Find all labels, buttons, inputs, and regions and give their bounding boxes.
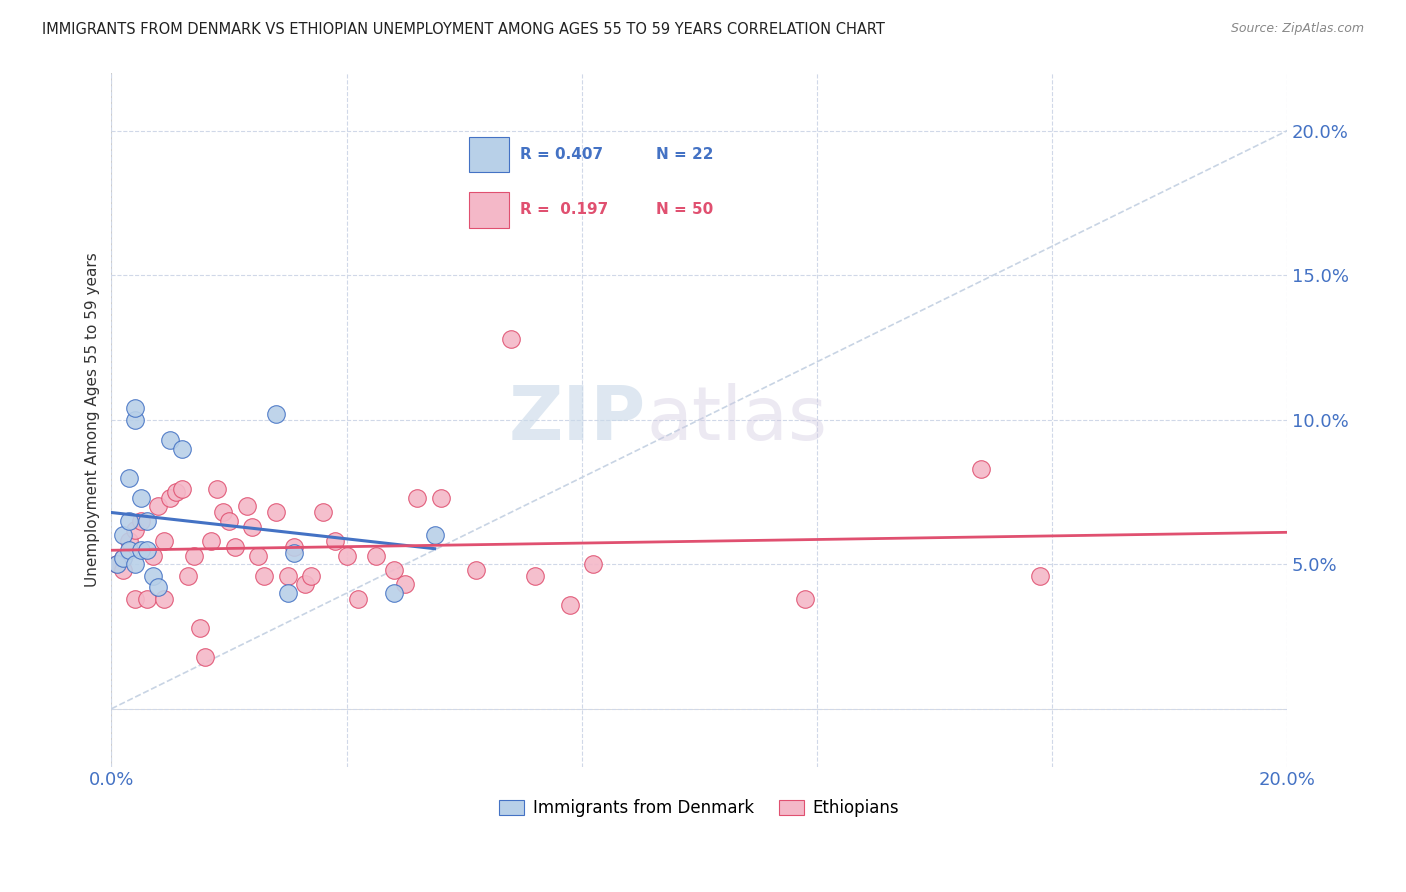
Point [1029, 569, 1052, 583]
Text: Source: ZipAtlas.com: Source: ZipAtlas.com [1230, 22, 1364, 36]
Point [112, 551, 135, 566]
Point [183, 549, 205, 563]
Point [129, 491, 152, 505]
Point [283, 546, 305, 560]
Point [188, 621, 211, 635]
Point [794, 591, 817, 606]
Point [112, 563, 135, 577]
Point [264, 505, 287, 519]
Point [406, 491, 429, 505]
Point [253, 569, 276, 583]
Point [242, 519, 264, 533]
Point [212, 505, 235, 519]
Point [148, 500, 170, 514]
Point [323, 534, 346, 549]
Point [582, 558, 605, 572]
Point [382, 563, 405, 577]
Point [135, 514, 157, 528]
Point [135, 591, 157, 606]
Point [159, 433, 181, 447]
Point [277, 586, 299, 600]
Point [364, 549, 387, 563]
Point [124, 558, 146, 572]
Point [501, 332, 523, 346]
Point [264, 407, 287, 421]
Point [105, 558, 128, 572]
Point [394, 577, 416, 591]
Point [277, 569, 299, 583]
Point [135, 542, 157, 557]
Point [165, 485, 187, 500]
Point [312, 505, 335, 519]
Point [382, 586, 405, 600]
Text: atlas: atlas [647, 384, 827, 457]
Point [159, 491, 181, 505]
Point [347, 591, 370, 606]
Point [118, 542, 141, 557]
Legend: Immigrants from Denmark, Ethiopians: Immigrants from Denmark, Ethiopians [494, 793, 905, 824]
Point [148, 581, 170, 595]
Point [464, 563, 486, 577]
Text: IMMIGRANTS FROM DENMARK VS ETHIOPIAN UNEMPLOYMENT AMONG AGES 55 TO 59 YEARS CORR: IMMIGRANTS FROM DENMARK VS ETHIOPIAN UNE… [42, 22, 884, 37]
Y-axis label: Unemployment Among Ages 55 to 59 years: Unemployment Among Ages 55 to 59 years [86, 252, 100, 587]
Point [170, 482, 193, 496]
Point [205, 482, 228, 496]
Point [124, 413, 146, 427]
Point [118, 514, 141, 528]
Point [523, 569, 546, 583]
Point [558, 598, 581, 612]
Point [170, 442, 193, 456]
Point [224, 540, 246, 554]
Point [429, 491, 451, 505]
Point [124, 591, 146, 606]
Point [200, 534, 222, 549]
Point [142, 569, 165, 583]
Point [124, 401, 146, 416]
Point [283, 540, 305, 554]
Point [129, 542, 152, 557]
Point [153, 591, 176, 606]
Point [423, 528, 446, 542]
Point [112, 528, 135, 542]
Point [177, 569, 200, 583]
Point [112, 551, 135, 566]
Point [124, 523, 146, 537]
Text: ZIP: ZIP [509, 384, 647, 457]
Point [235, 500, 257, 514]
Point [129, 514, 152, 528]
Point [105, 558, 128, 572]
Point [218, 514, 240, 528]
Point [970, 462, 993, 476]
Point [118, 470, 141, 484]
Point [299, 569, 322, 583]
Point [142, 549, 165, 563]
Point [294, 577, 316, 591]
Point [247, 549, 270, 563]
Point [194, 649, 217, 664]
Point [335, 549, 357, 563]
Point [118, 534, 141, 549]
Point [153, 534, 176, 549]
